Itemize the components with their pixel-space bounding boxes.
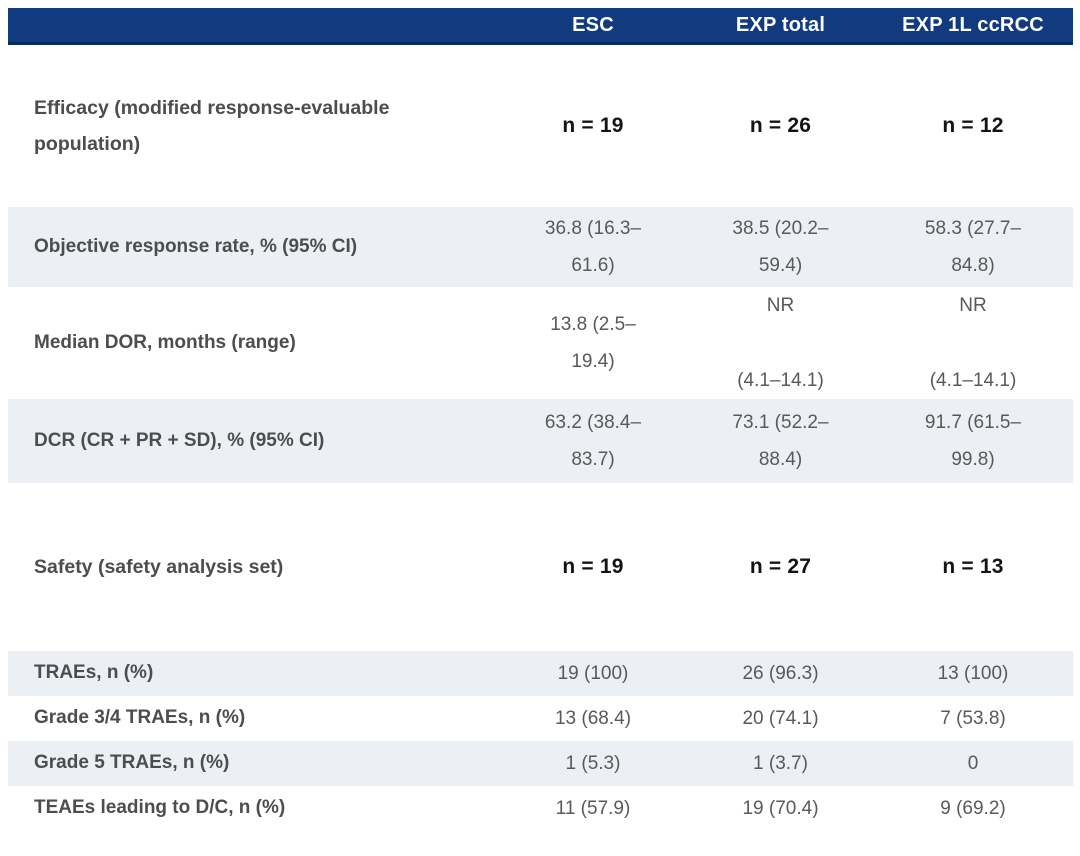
safety-n-esc: n = 19 <box>562 555 624 578</box>
cell-grade34-exp-1l-ccrcc: 7 (53.8) <box>940 707 1006 729</box>
section-title-efficacy: Efficacy (modified response-evaluable po… <box>34 96 390 155</box>
row-label-orr: Objective response rate, % (95% CI) <box>34 235 358 257</box>
cell-dor-exp-total: NR (4.1–14.1) <box>737 295 824 391</box>
table-row-median-dor: Median DOR, months (range) 13.8 (2.5– 19… <box>8 287 1073 399</box>
cell-grade34-esc: 13 (68.4) <box>554 707 632 729</box>
cell-traes-exp-total: 26 (96.3) <box>742 662 819 684</box>
table-row-traes: TRAEs, n (%) 19 (100) 26 (96.3) 13 (100) <box>8 651 1073 696</box>
section-header-efficacy: Efficacy (modified response-evaluable po… <box>8 45 1073 207</box>
row-label-teaes-dc: TEAEs leading to D/C, n (%) <box>34 797 286 819</box>
results-table: ESC EXP total EXP 1L ccRCC Efficacy (mod… <box>8 8 1073 831</box>
row-label-median-dor: Median DOR, months (range) <box>34 331 296 353</box>
table-row-orr: Objective response rate, % (95% CI) 36.8… <box>8 207 1073 287</box>
table-row-dcr: DCR (CR + PR + SD), % (95% CI) 63.2 (38.… <box>8 399 1073 483</box>
column-header-esc: ESC <box>572 13 614 36</box>
cell-traes-exp-1l-ccrcc: 13 (100) <box>937 662 1009 684</box>
cell-dcr-esc: 63.2 (38.4– 83.7) <box>544 411 642 470</box>
table-header-row: ESC EXP total EXP 1L ccRCC <box>8 8 1073 45</box>
cell-orr-exp-1l-ccrcc: 58.3 (27.7– 84.8) <box>924 217 1022 276</box>
table-row-grade34-traes: Grade 3/4 TRAEs, n (%) 13 (68.4) 20 (74.… <box>8 696 1073 741</box>
cell-grade34-exp-total: 20 (74.1) <box>742 707 819 729</box>
efficacy-n-exp-total: n = 26 <box>749 114 812 137</box>
cell-teaes-exp-1l-ccrcc: 9 (69.2) <box>940 797 1006 819</box>
row-label-dcr: DCR (CR + PR + SD), % (95% CI) <box>34 429 325 451</box>
cell-dor-esc: 13.8 (2.5– 19.4) <box>550 313 636 372</box>
efficacy-n-esc: n = 19 <box>562 114 624 137</box>
cell-orr-exp-total: 38.5 (20.2– 59.4) <box>732 217 829 276</box>
section-title-safety: Safety (safety analysis set) <box>34 555 284 578</box>
cell-traes-esc: 19 (100) <box>557 662 629 684</box>
cell-dor-exp-1l-ccrcc: NR (4.1–14.1) <box>929 295 1017 391</box>
cell-orr-esc: 36.8 (16.3– 61.6) <box>544 217 642 276</box>
safety-n-exp-total: n = 27 <box>749 555 812 578</box>
section-header-safety: Safety (safety analysis set) n = 19 n = … <box>8 483 1073 651</box>
table-row-grade5-traes: Grade 5 TRAEs, n (%) 1 (5.3) 1 (3.7) 0 <box>8 741 1073 786</box>
column-header-exp-total: EXP total <box>735 13 826 36</box>
row-label-traes: TRAEs, n (%) <box>34 662 154 684</box>
cell-dcr-exp-total: 73.1 (52.2– 88.4) <box>732 411 829 470</box>
cell-teaes-exp-total: 19 (70.4) <box>742 797 819 819</box>
cell-dcr-exp-1l-ccrcc: 91.7 (61.5– 99.8) <box>924 411 1022 470</box>
column-header-exp-1l-ccrcc: EXP 1L ccRCC <box>902 13 1044 36</box>
row-label-grade34-traes: Grade 3/4 TRAEs, n (%) <box>34 707 246 729</box>
efficacy-n-exp-1l-ccrcc: n = 12 <box>942 114 1004 137</box>
safety-n-exp-1l-ccrcc: n = 13 <box>942 555 1004 578</box>
cell-teaes-esc: 11 (57.9) <box>555 797 631 819</box>
cell-grade5-esc: 1 (5.3) <box>565 752 621 774</box>
row-label-grade5-traes: Grade 5 TRAEs, n (%) <box>34 752 230 774</box>
table-row-teaes-dc: TEAEs leading to D/C, n (%) 11 (57.9) 19… <box>8 786 1073 831</box>
cell-grade5-exp-1l-ccrcc: 0 <box>967 752 979 774</box>
cell-grade5-exp-total: 1 (3.7) <box>753 752 808 774</box>
